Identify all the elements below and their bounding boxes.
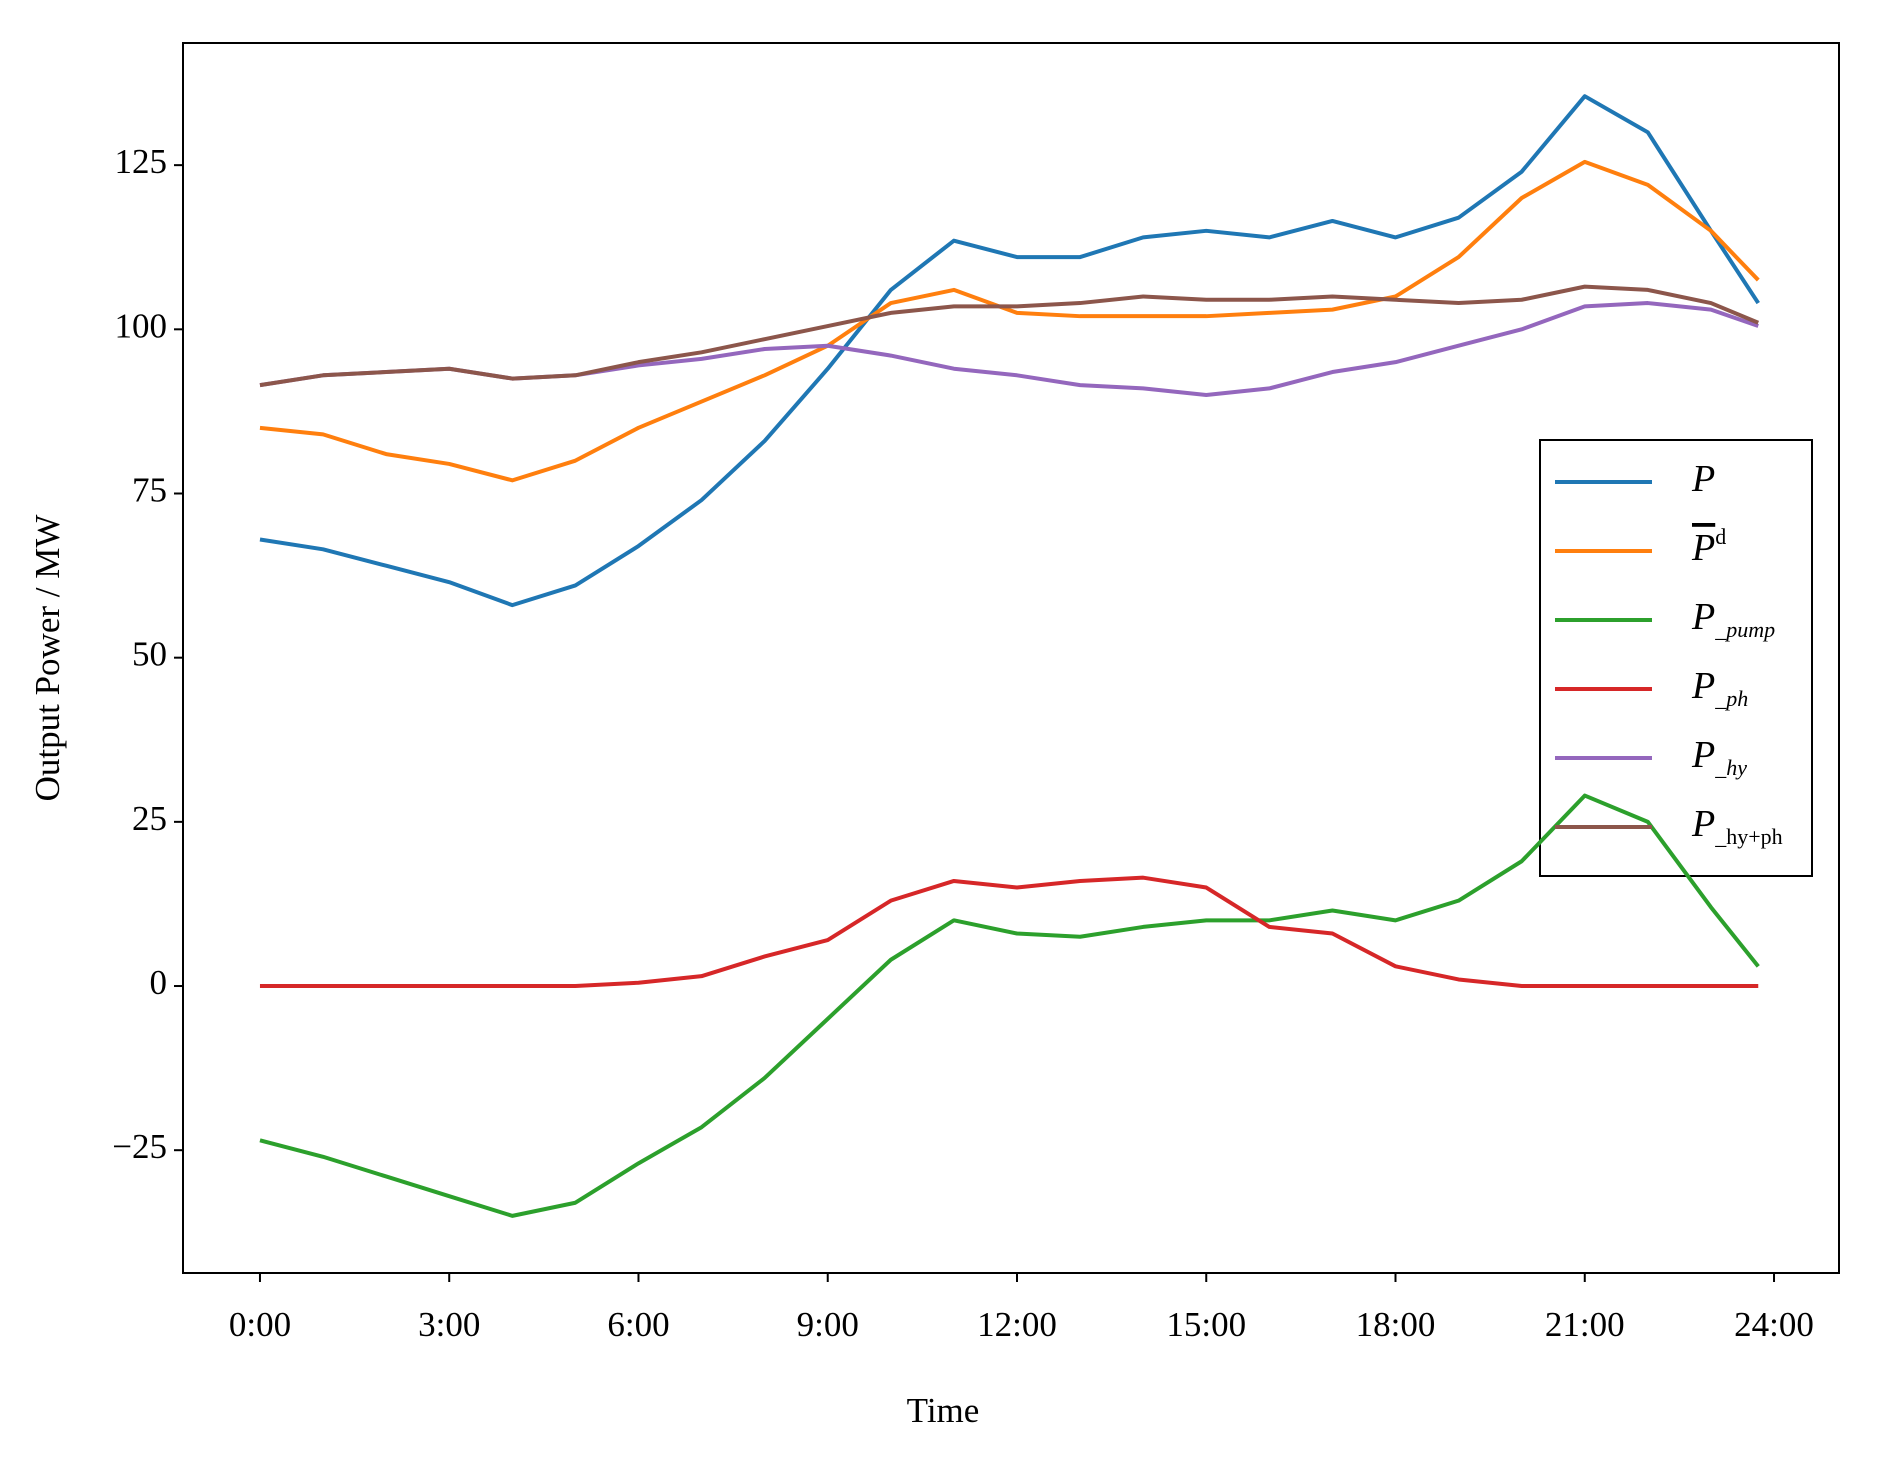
- legend-label: Pd: [1691, 524, 1726, 569]
- legend-base: P: [1691, 734, 1715, 776]
- legend-script: _hy+ph: [1714, 824, 1782, 849]
- y-tick-label: 100: [115, 306, 168, 345]
- legend-script: d: [1715, 524, 1726, 549]
- legend-label: P_hy: [1691, 734, 1747, 780]
- y-tick-label: −25: [112, 1127, 167, 1166]
- legend-base: P: [1691, 596, 1715, 638]
- x-axis-label: Time: [907, 1391, 980, 1430]
- series-line: [259, 284, 1760, 388]
- x-tick-label: 15:00: [1166, 1305, 1246, 1344]
- x-tick-label: 0:00: [229, 1305, 291, 1344]
- series-line: [259, 94, 1760, 608]
- y-tick-label: 50: [132, 635, 167, 674]
- legend-base: P: [1691, 665, 1715, 707]
- legend-box: [1539, 439, 1813, 877]
- x-tick-label: 6:00: [607, 1305, 669, 1344]
- legend-label: P: [1691, 458, 1715, 500]
- y-tick-label: 0: [150, 963, 168, 1002]
- y-tick-label: 25: [132, 799, 167, 838]
- legend-label: P_hy+ph: [1691, 803, 1783, 849]
- series-line: [259, 159, 1760, 483]
- x-tick-label: 12:00: [977, 1305, 1057, 1344]
- x-tick-label: 9:00: [797, 1305, 859, 1344]
- legend-label: P_ph: [1691, 665, 1748, 711]
- series-line: [259, 301, 1759, 397]
- legend-base: P: [1691, 458, 1715, 500]
- legend-script: _ph: [1714, 686, 1748, 711]
- x-tick-label: 18:00: [1356, 1305, 1436, 1344]
- legend-script: _pump: [1714, 617, 1775, 642]
- series-line: [259, 875, 1759, 989]
- legend-script: _hy: [1714, 755, 1747, 780]
- legend-label: P_pump: [1691, 596, 1775, 642]
- y-tick-label: 75: [132, 471, 167, 510]
- legend-base: P: [1691, 527, 1715, 569]
- x-tick-label: 21:00: [1545, 1305, 1625, 1344]
- series-line: [259, 793, 1760, 1218]
- legend-base: P: [1691, 803, 1715, 845]
- x-tick-label: 24:00: [1734, 1305, 1814, 1344]
- y-tick-label: 125: [115, 142, 168, 181]
- x-tick-label: 3:00: [418, 1305, 480, 1344]
- y-axis-label: Output Power / MW: [28, 515, 67, 802]
